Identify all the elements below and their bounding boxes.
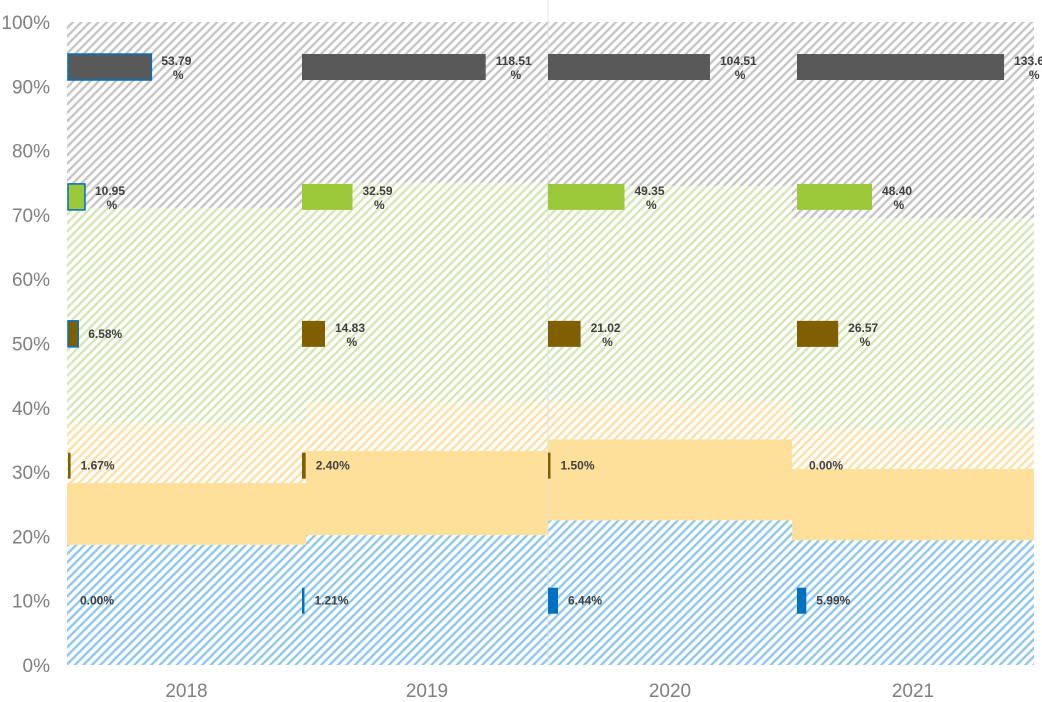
series-gray-bar-2020[interactable] [548, 54, 710, 81]
series-green-bar-2020[interactable] [548, 183, 625, 210]
series-gray-bar-2021[interactable] [797, 54, 1005, 81]
series-gray-label-2020: 104.51% [720, 54, 757, 82]
band-3-2018 [67, 423, 306, 484]
series-brown-label-2019: 14.83% [335, 321, 365, 349]
band-2-2018 [67, 483, 306, 545]
series-brown-small-label-2018: 1.67% [81, 459, 115, 473]
series-blue-label-2020: 6.44% [568, 594, 602, 608]
x-tick-label: 2020 [649, 681, 691, 702]
series-green-bar-2019[interactable] [302, 183, 353, 210]
band-5-2019 [306, 22, 548, 183]
series-blue-bar-2020[interactable] [548, 587, 558, 614]
band-1-2018 [67, 544, 306, 665]
series-blue-label-2021: 5.99% [816, 594, 850, 608]
x-axis: 2018 2019 2020 2021 [165, 681, 934, 702]
band-4-2018 [67, 207, 306, 424]
band-3-2019 [306, 402, 548, 451]
band-1-2020 [548, 520, 792, 665]
band-2-2020 [548, 439, 792, 521]
x-tick-label: 2019 [406, 681, 448, 702]
band-3-2021 [792, 429, 1034, 469]
series-gray-label-2019: 118.51% [496, 54, 532, 82]
band-2-2019 [306, 450, 548, 536]
series-blue-label-2019: 1.21% [315, 594, 349, 608]
series-brown-bar-2019[interactable] [302, 320, 325, 347]
series-brown-label-2018: 6.58% [88, 327, 122, 341]
y-axis: 0% 10% 20% 30% 40% 50% 60% 70% 80% 90% 100% [1, 13, 50, 677]
y-tick-label: 80% [12, 142, 50, 163]
band-3-2020 [548, 401, 792, 440]
series-brown-small-label-2021: 0.00% [809, 459, 843, 473]
series-brown-small-bar-2018[interactable] [68, 452, 71, 479]
y-tick-label: 0% [23, 656, 51, 677]
series-brown-label-2020: 21.02% [591, 321, 621, 349]
series-green-label-2021: 48.40% [882, 184, 912, 212]
band-4-2020 [548, 185, 792, 402]
series-blue-bar-2019[interactable] [302, 587, 305, 614]
series-brown-label-2021: 26.57% [848, 321, 878, 349]
band-1-2021 [792, 540, 1034, 665]
series-gray-label-2018: 53.79% [161, 54, 191, 82]
band-1-2019 [306, 535, 548, 665]
series-blue-bar-2021[interactable] [797, 587, 807, 614]
series-brown-small-label-2020: 1.50% [561, 459, 595, 473]
series-green-bar-2021[interactable] [797, 183, 873, 210]
series-brown-small-bar-2020[interactable] [548, 452, 551, 479]
series-gray-label-2021: 133.60% [1014, 54, 1042, 82]
y-tick-label: 100% [1, 13, 50, 34]
band-5-2018 [67, 22, 306, 208]
value-bars: 0.00% 1.21% 6.44% 5.99% 1.67% 2.40% 1.50% 0.00%… [67, 53, 1042, 614]
series-brown-bar-2018[interactable] [67, 320, 79, 348]
y-tick-label: 10% [12, 592, 50, 613]
series-brown-small-bar-2019[interactable] [302, 452, 306, 479]
y-tick-label: 20% [12, 527, 50, 548]
stacked-bands [67, 22, 1034, 665]
x-tick-label: 2018 [165, 681, 207, 702]
y-tick-label: 30% [12, 463, 50, 484]
x-tick-label: 2021 [892, 681, 934, 702]
y-tick-label: 40% [12, 399, 50, 420]
series-brown-small-label-2019: 2.40% [316, 459, 350, 473]
series-blue-label-2018: 0.00% [80, 594, 114, 608]
series-green-bar-2018[interactable] [67, 183, 86, 211]
y-tick-label: 90% [12, 77, 50, 98]
y-tick-label: 70% [12, 206, 50, 227]
band-5-2020 [548, 22, 792, 186]
series-brown-bar-2020[interactable] [548, 320, 581, 347]
series-green-label-2018: 10.95% [95, 184, 125, 212]
y-tick-label: 50% [12, 335, 50, 356]
series-green-label-2020: 49.35% [634, 184, 664, 212]
series-green-label-2019: 32.59% [363, 184, 393, 212]
series-gray-bar-2019[interactable] [302, 54, 486, 81]
series-gray-bar-2018[interactable] [67, 53, 153, 81]
band-4-2019 [306, 182, 548, 403]
band-2-2021 [792, 468, 1034, 541]
series-brown-bar-2021[interactable] [797, 320, 839, 347]
y-tick-label: 60% [12, 270, 50, 291]
